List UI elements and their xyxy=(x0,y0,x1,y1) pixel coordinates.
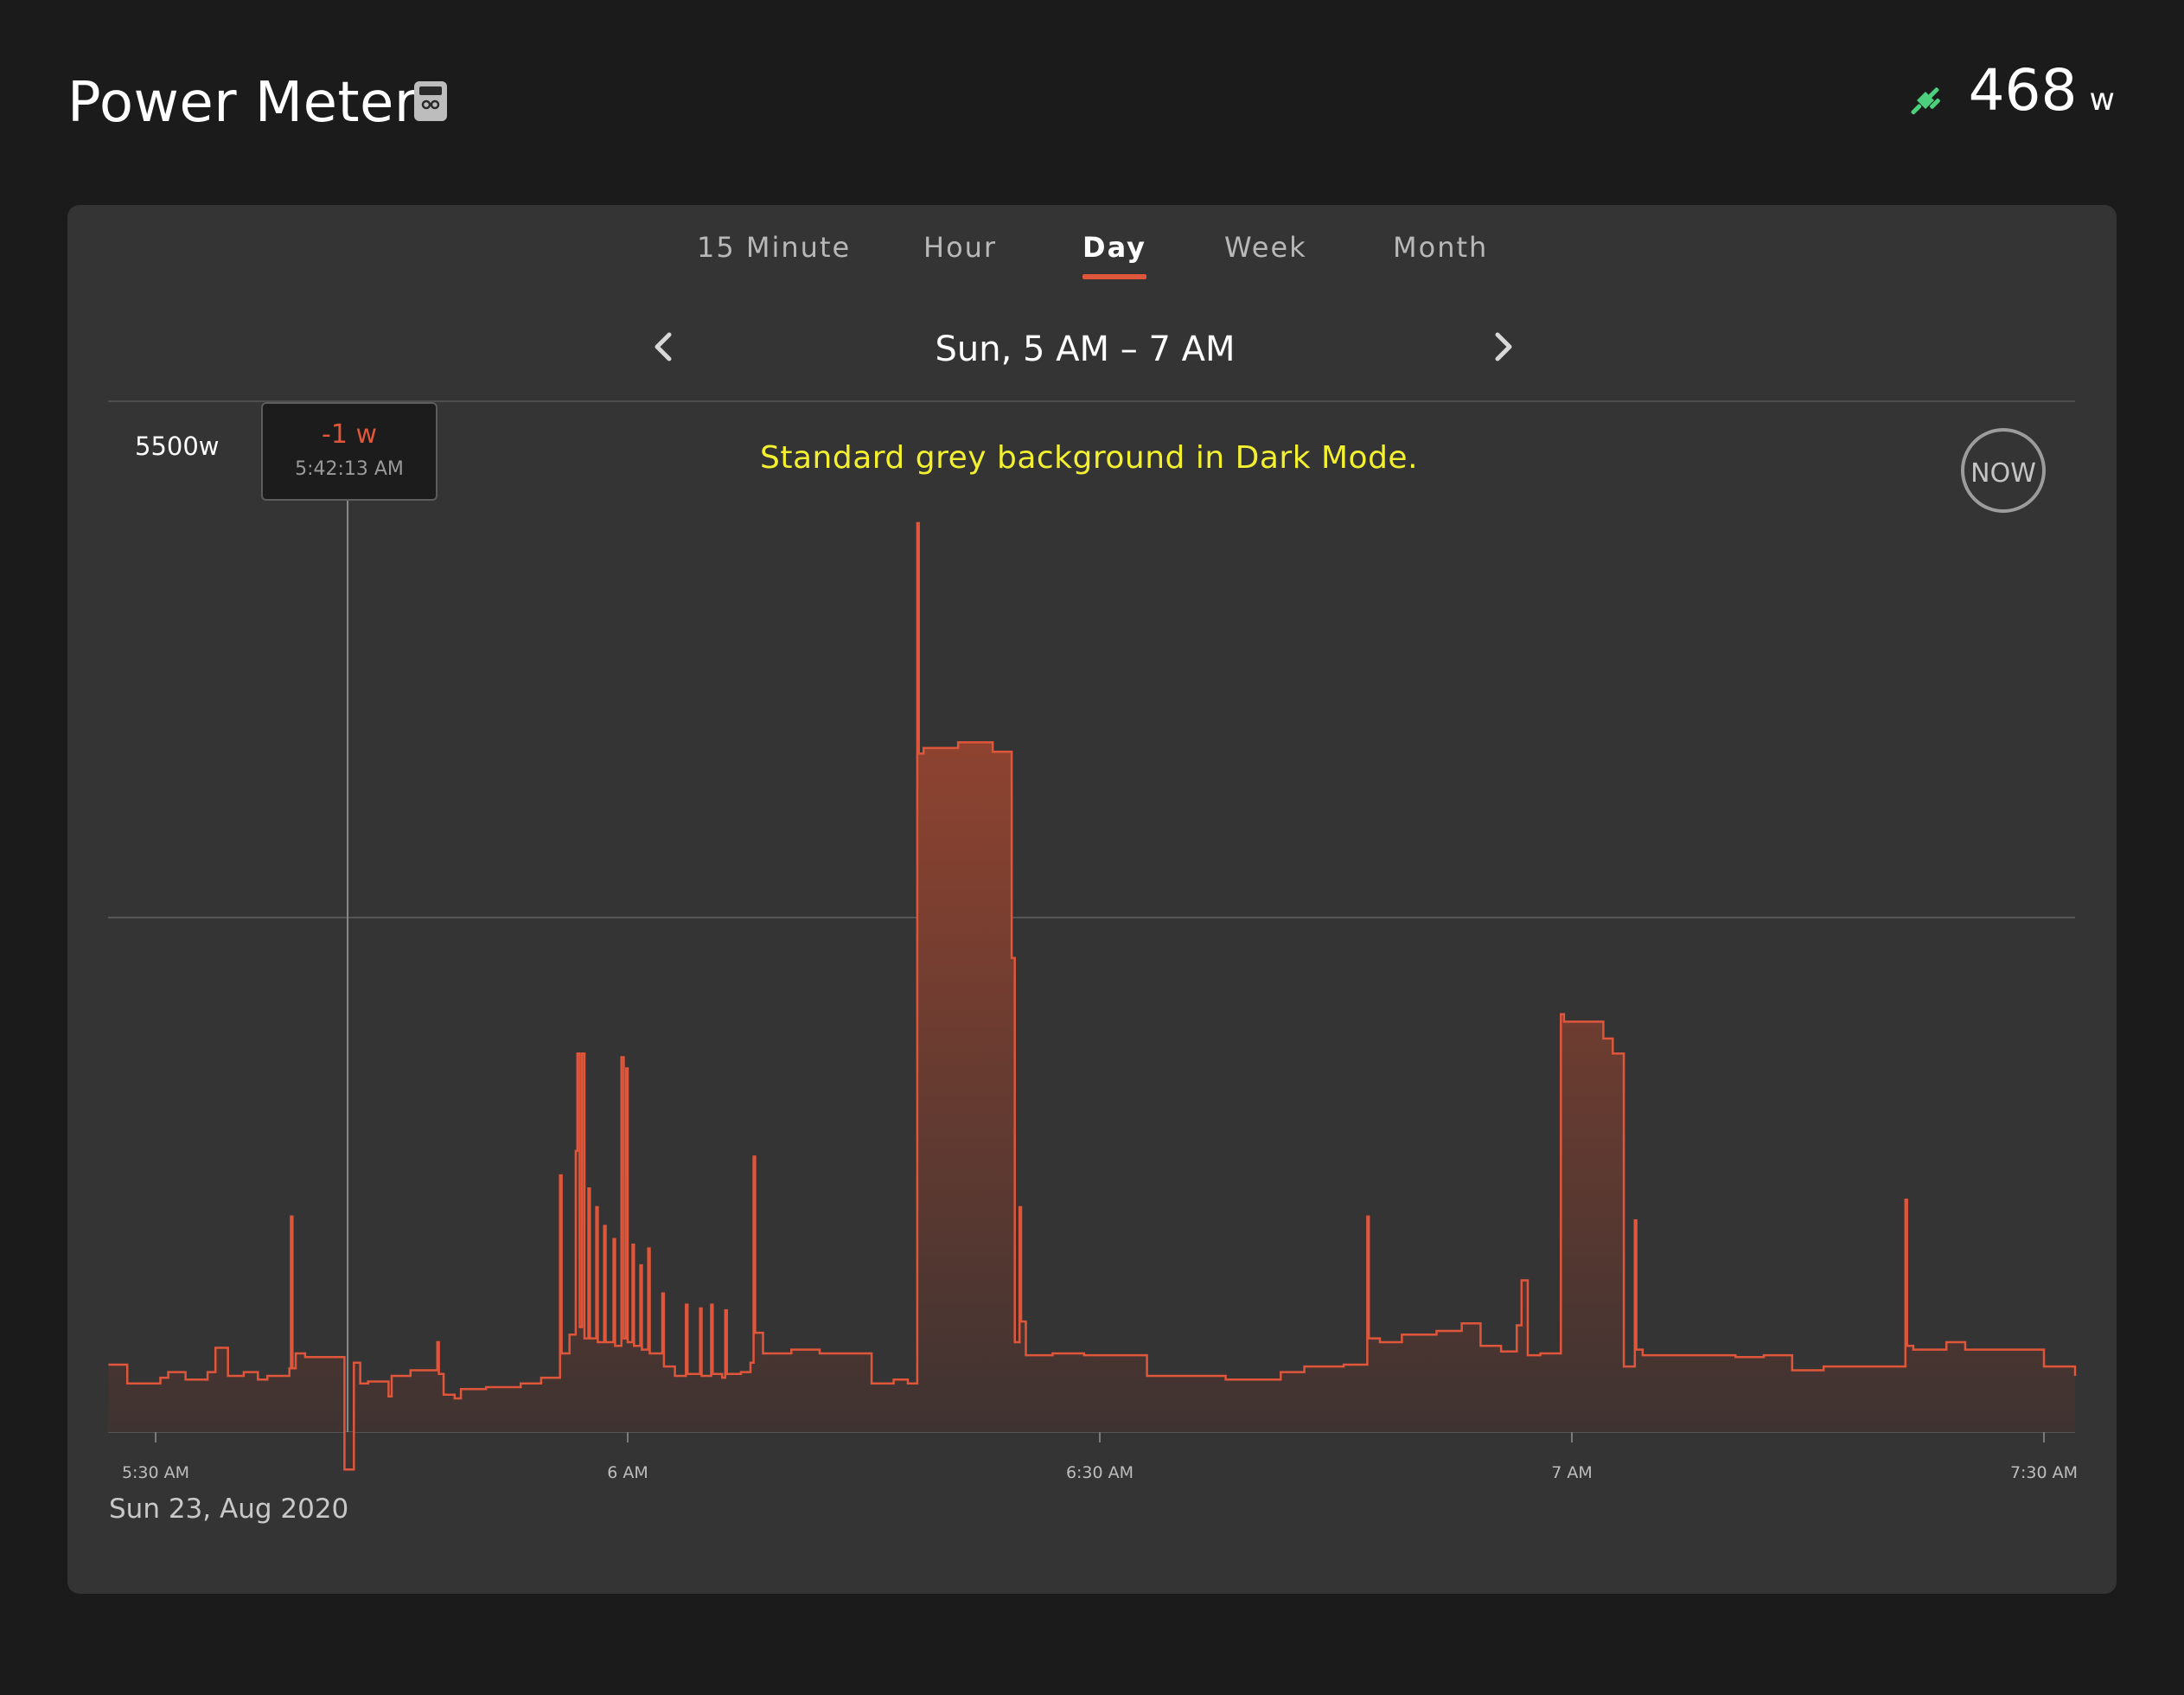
x-tick-label: 6:30 AM xyxy=(1065,1463,1134,1482)
chart-card: 15 Minute Hour Day Week Month Sun, 5 AM … xyxy=(67,205,2117,1594)
x-tick-label: 5:30 AM xyxy=(121,1463,190,1482)
chevron-right-icon[interactable] xyxy=(1485,329,1520,364)
tooltip-time: 5:42:13 AM xyxy=(295,458,404,480)
power-chart[interactable] xyxy=(67,205,2117,1594)
x-tick-label: 7 AM xyxy=(1551,1463,1593,1482)
plug-icon xyxy=(1911,87,1940,115)
y-axis-max-label: 5500w xyxy=(135,432,220,461)
date-label: Sun 23, Aug 2020 xyxy=(109,1494,349,1525)
power-value: 468 xyxy=(1968,57,2078,124)
power-area-fill xyxy=(108,522,2076,1470)
power-readout: 468 w xyxy=(1906,57,2115,144)
tab-15-minute[interactable]: 15 Minute xyxy=(697,231,852,264)
tooltip: -1 w 5:42:13 AM xyxy=(261,402,437,501)
tab-week[interactable]: Week xyxy=(1224,231,1307,264)
annotation-note: Standard grey background in Dark Mode. xyxy=(760,440,1419,476)
chevron-left-icon[interactable] xyxy=(647,329,681,364)
x-tick-marks xyxy=(155,1432,2045,1442)
tab-month[interactable]: Month xyxy=(1393,231,1489,264)
power-line xyxy=(108,521,2077,1471)
x-tick-label: 6 AM xyxy=(607,1463,648,1482)
tab-day[interactable]: Day xyxy=(1082,231,1147,279)
power-unit: w xyxy=(2089,82,2115,118)
tab-hour[interactable]: Hour xyxy=(923,231,998,264)
period-tabs: 15 Minute Hour Day Week Month xyxy=(67,231,2117,291)
date-range-label: Sun, 5 AM – 7 AM xyxy=(935,329,1236,369)
x-tick-label: 7:30 AM xyxy=(2009,1463,2079,1482)
page-title: Power Meter xyxy=(67,71,418,135)
meter-icon xyxy=(414,81,447,121)
tooltip-value: -1 w xyxy=(322,419,377,450)
now-button[interactable]: NOW xyxy=(1961,428,2046,513)
